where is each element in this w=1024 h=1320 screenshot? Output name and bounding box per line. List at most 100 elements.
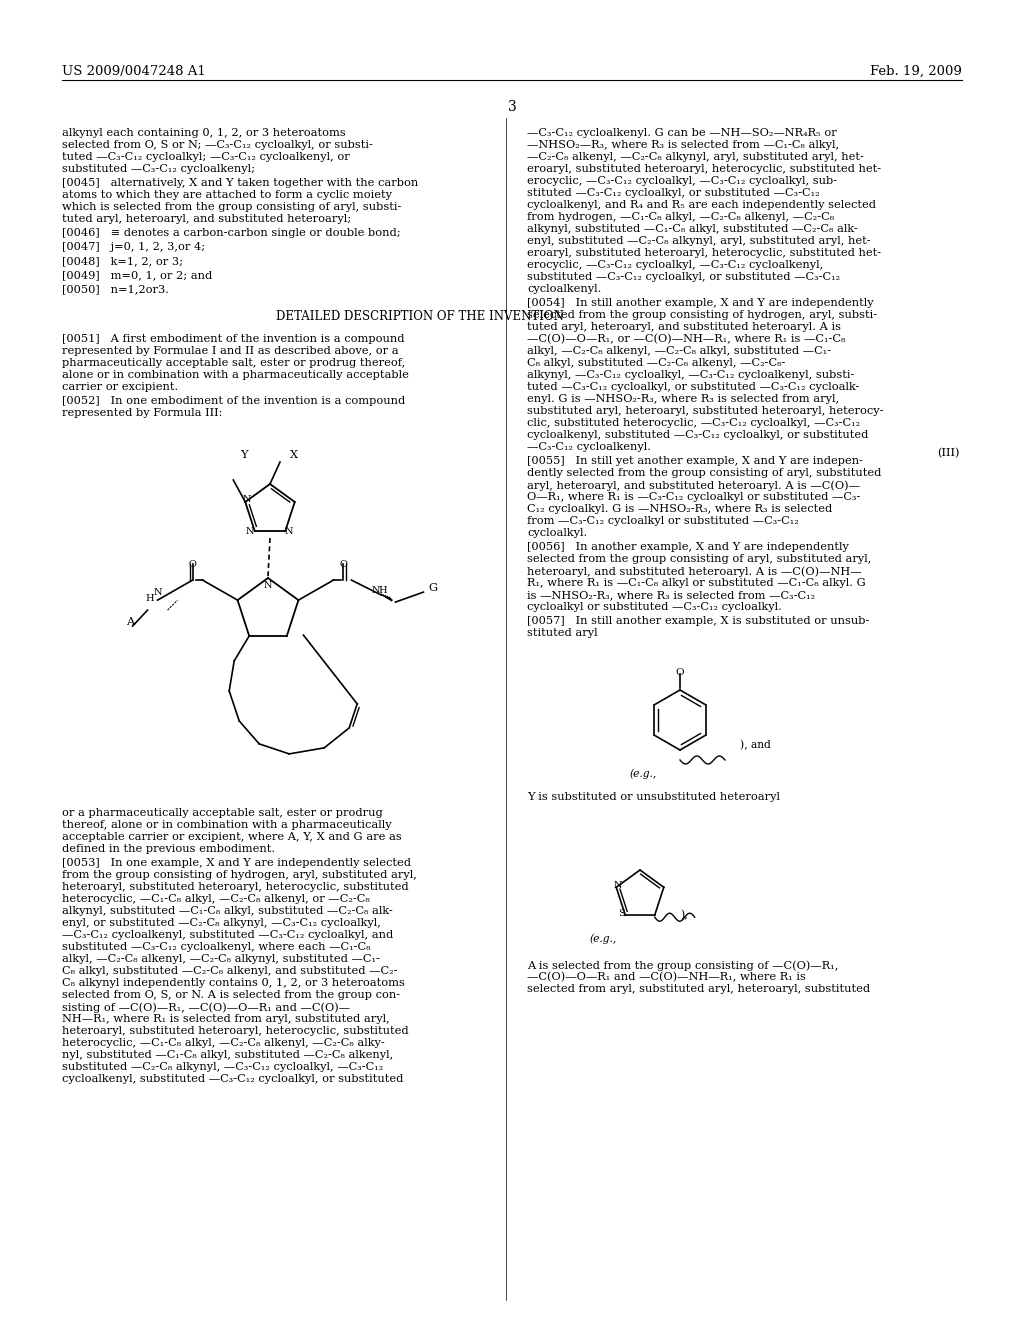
Text: cycloalkyl or substituted —C₃-C₁₂ cycloalkyl.: cycloalkyl or substituted —C₃-C₁₂ cycloa… xyxy=(527,602,782,612)
Text: H: H xyxy=(379,586,387,594)
Text: O: O xyxy=(676,668,684,677)
Text: enyl, or substituted —C₂-C₈ alkynyl, —C₃-C₁₂ cycloalkyl,: enyl, or substituted —C₂-C₈ alkynyl, —C₃… xyxy=(62,917,381,928)
Text: alkyl, —C₂-C₈ alkenyl, —C₂-C₈ alkynyl, substituted —C₁-: alkyl, —C₂-C₈ alkenyl, —C₂-C₈ alkynyl, s… xyxy=(62,954,380,964)
Text: alkynyl each containing 0, 1, 2, or 3 heteroatoms: alkynyl each containing 0, 1, 2, or 3 he… xyxy=(62,128,346,139)
Text: cycloalkenyl, and R₄ and R₅ are each independently selected: cycloalkenyl, and R₄ and R₅ are each ind… xyxy=(527,201,876,210)
Text: atoms to which they are attached to form a cyclic moiety: atoms to which they are attached to form… xyxy=(62,190,392,201)
Text: [0053]   In one example, X and Y are independently selected: [0053] In one example, X and Y are indep… xyxy=(62,858,411,869)
Text: selected from the group consisting of aryl, substituted aryl,: selected from the group consisting of ar… xyxy=(527,554,871,564)
Text: alone or in combination with a pharmaceutically acceptable: alone or in combination with a pharmaceu… xyxy=(62,370,409,380)
Text: thereof, alone or in combination with a pharmaceutically: thereof, alone or in combination with a … xyxy=(62,820,391,830)
Text: —C(O)—O—R₁, or —C(O)—NH—R₁, where R₁ is —C₁-C₈: —C(O)—O—R₁, or —C(O)—NH—R₁, where R₁ is … xyxy=(527,334,846,345)
Text: [0056]   In another example, X and Y are independently: [0056] In another example, X and Y are i… xyxy=(527,543,849,552)
Text: C₁₂ cycloalkyl. G is —NHSO₂-R₃, where R₃ is selected: C₁₂ cycloalkyl. G is —NHSO₂-R₃, where R₃… xyxy=(527,504,833,513)
Text: C₈ alkynyl independently contains 0, 1, 2, or 3 heteroatoms: C₈ alkynyl independently contains 0, 1, … xyxy=(62,978,404,987)
Text: selected from O, S or N; —C₃-C₁₂ cycloalkyl, or substi-: selected from O, S or N; —C₃-C₁₂ cycloal… xyxy=(62,140,373,150)
Text: O: O xyxy=(188,560,197,569)
Text: US 2009/0047248 A1: US 2009/0047248 A1 xyxy=(62,65,206,78)
Text: 3: 3 xyxy=(508,100,516,114)
Text: heteroaryl, substituted heteroaryl, heterocyclic, substituted: heteroaryl, substituted heteroaryl, hete… xyxy=(62,1026,409,1036)
Text: N: N xyxy=(614,880,623,890)
Text: N: N xyxy=(264,581,272,590)
Text: —NHSO₂—R₃, where R₃ is selected from —C₁-C₈ alkyl,: —NHSO₂—R₃, where R₃ is selected from —C₁… xyxy=(527,140,839,150)
Text: N: N xyxy=(372,586,380,594)
Text: erocyclic, —C₃-C₁₂ cycloalkyl, —C₃-C₁₂ cycloalkyl, sub-: erocyclic, —C₃-C₁₂ cycloalkyl, —C₃-C₁₂ c… xyxy=(527,176,838,186)
Text: [0054]   In still another example, X and Y are independently: [0054] In still another example, X and Y… xyxy=(527,298,873,308)
Text: N: N xyxy=(246,527,254,536)
Text: selected from the group consisting of hydrogen, aryl, substi-: selected from the group consisting of hy… xyxy=(527,310,878,319)
Text: from the group consisting of hydrogen, aryl, substituted aryl,: from the group consisting of hydrogen, a… xyxy=(62,870,417,880)
Text: alkyl, —C₂-C₈ alkenyl, —C₂-C₈ alkyl, substituted —C₁-: alkyl, —C₂-C₈ alkenyl, —C₂-C₈ alkyl, sub… xyxy=(527,346,831,356)
Text: heterocyclic, —C₁-C₈ alkyl, —C₂-C₈ alkenyl, —C₂-C₈ alky-: heterocyclic, —C₁-C₈ alkyl, —C₂-C₈ alken… xyxy=(62,1038,385,1048)
Text: [0046]   ≡ denotes a carbon-carbon single or double bond;: [0046] ≡ denotes a carbon-carbon single … xyxy=(62,228,400,238)
Text: —C₃-C₁₂ cycloalkenyl. G can be —NH—SO₂—NR₄R₅ or: —C₃-C₁₂ cycloalkenyl. G can be —NH—SO₂—N… xyxy=(527,128,837,139)
Text: X: X xyxy=(290,450,298,459)
Text: which is selected from the group consisting of aryl, substi-: which is selected from the group consist… xyxy=(62,202,401,213)
Text: —C₃-C₁₂ cycloalkenyl, substituted —C₃-C₁₂ cycloalkyl, and: —C₃-C₁₂ cycloalkenyl, substituted —C₃-C₁… xyxy=(62,931,393,940)
Text: [0045]   alternatively, X and Y taken together with the carbon: [0045] alternatively, X and Y taken toge… xyxy=(62,178,418,187)
Text: represented by Formulae I and II as described above, or a: represented by Formulae I and II as desc… xyxy=(62,346,398,356)
Text: C₈ alkyl, substituted —C₂-C₈ alkenyl, and substituted —C₂-: C₈ alkyl, substituted —C₂-C₈ alkenyl, an… xyxy=(62,966,397,975)
Text: O: O xyxy=(340,560,347,569)
Text: erocyclic, —C₃-C₁₂ cycloalkyl, —C₃-C₁₂ cycloalkenyl,: erocyclic, —C₃-C₁₂ cycloalkyl, —C₃-C₁₂ c… xyxy=(527,260,823,271)
Text: stituted —C₃-C₁₂ cycloalkyl, or substituted —C₃-C₁₂: stituted —C₃-C₁₂ cycloalkyl, or substitu… xyxy=(527,187,819,198)
Text: heteroaryl, substituted heteroaryl, heterocyclic, substituted: heteroaryl, substituted heteroaryl, hete… xyxy=(62,882,409,892)
Text: DETAILED DESCRIPTION OF THE INVENTION: DETAILED DESCRIPTION OF THE INVENTION xyxy=(276,310,564,323)
Text: NH—R₁, where R₁ is selected from aryl, substituted aryl,: NH—R₁, where R₁ is selected from aryl, s… xyxy=(62,1014,390,1024)
Text: selected from aryl, substituted aryl, heteroaryl, substituted: selected from aryl, substituted aryl, he… xyxy=(527,983,870,994)
Text: represented by Formula III:: represented by Formula III: xyxy=(62,408,222,418)
Text: heteroaryl, and substituted heteroaryl. A is —C(O)—NH—: heteroaryl, and substituted heteroaryl. … xyxy=(527,566,861,577)
Text: Y: Y xyxy=(240,450,248,459)
Text: cycloalkenyl, substituted —C₃-C₁₂ cycloalkyl, or substituted: cycloalkenyl, substituted —C₃-C₁₂ cycloa… xyxy=(527,430,868,440)
Text: N: N xyxy=(243,495,252,504)
Text: [0050]   n=1,2or3.: [0050] n=1,2or3. xyxy=(62,284,169,294)
Text: —C(O)—O—R₁ and —C(O)—NH—R₁, where R₁ is: —C(O)—O—R₁ and —C(O)—NH—R₁, where R₁ is xyxy=(527,972,806,982)
Text: is —NHSO₂-R₃, where R₃ is selected from —C₃-C₁₂: is —NHSO₂-R₃, where R₃ is selected from … xyxy=(527,590,815,601)
Text: (III): (III) xyxy=(938,447,961,458)
Text: enyl, substituted —C₂-C₈ alkynyl, aryl, substituted aryl, het-: enyl, substituted —C₂-C₈ alkynyl, aryl, … xyxy=(527,236,870,246)
Text: substituted —C₂-C₈ alkynyl, —C₃-C₁₂ cycloalkyl, —C₃-C₁₂: substituted —C₂-C₈ alkynyl, —C₃-C₁₂ cycl… xyxy=(62,1063,383,1072)
Text: substituted —C₃-C₁₂ cycloalkenyl;: substituted —C₃-C₁₂ cycloalkenyl; xyxy=(62,164,255,174)
Text: eroaryl, substituted heteroaryl, heterocyclic, substituted het-: eroaryl, substituted heteroaryl, heteroc… xyxy=(527,164,881,174)
Text: acceptable carrier or excipient, where A, Y, X and G are as: acceptable carrier or excipient, where A… xyxy=(62,832,401,842)
Text: alkynyl, substituted —C₁-C₈ alkyl, substituted —C₂-C₈ alk-: alkynyl, substituted —C₁-C₈ alkyl, subst… xyxy=(62,906,393,916)
Text: A: A xyxy=(126,618,135,627)
Text: clic, substituted heterocyclic, —C₃-C₁₂ cycloalkyl, —C₃-C₁₂: clic, substituted heterocyclic, —C₃-C₁₂ … xyxy=(527,418,860,428)
Text: —C₂-C₈ alkenyl, —C₂-C₈ alkynyl, aryl, substituted aryl, het-: —C₂-C₈ alkenyl, —C₂-C₈ alkynyl, aryl, su… xyxy=(527,152,864,162)
Text: tuted aryl, heteroaryl, and substituted heteroaryl;: tuted aryl, heteroaryl, and substituted … xyxy=(62,214,351,224)
Text: aryl, heteroaryl, and substituted heteroaryl. A is —C(O)—: aryl, heteroaryl, and substituted hetero… xyxy=(527,480,860,491)
Text: N: N xyxy=(285,527,294,536)
Text: R₁, where R₁ is —C₁-C₈ alkyl or substituted —C₁-C₈ alkyl. G: R₁, where R₁ is —C₁-C₈ alkyl or substitu… xyxy=(527,578,865,587)
Text: G: G xyxy=(428,583,437,593)
Text: O—R₁, where R₁ is —C₃-C₁₂ cycloalkyl or substituted —C₃-: O—R₁, where R₁ is —C₃-C₁₂ cycloalkyl or … xyxy=(527,492,860,502)
Text: heterocyclic, —C₁-C₈ alkyl, —C₂-C₈ alkenyl, or —C₂-C₈: heterocyclic, —C₁-C₈ alkyl, —C₂-C₈ alken… xyxy=(62,894,370,904)
Text: defined in the previous embodiment.: defined in the previous embodiment. xyxy=(62,843,275,854)
Text: Feb. 19, 2009: Feb. 19, 2009 xyxy=(870,65,962,78)
Text: cycloalkyl.: cycloalkyl. xyxy=(527,528,587,539)
Text: S: S xyxy=(617,908,625,917)
Text: [0055]   In still yet another example, X and Y are indepen-: [0055] In still yet another example, X a… xyxy=(527,455,863,466)
Text: C₈ alkyl, substituted —C₂-C₈ alkenyl, —C₂-C₈-: C₈ alkyl, substituted —C₂-C₈ alkenyl, —C… xyxy=(527,358,785,368)
Text: or a pharmaceutically acceptable salt, ester or prodrug: or a pharmaceutically acceptable salt, e… xyxy=(62,808,383,818)
Text: Y is substituted or unsubstituted heteroaryl: Y is substituted or unsubstituted hetero… xyxy=(527,792,780,803)
Text: substituted —C₃-C₁₂ cycloalkenyl, where each —C₁-C₈: substituted —C₃-C₁₂ cycloalkenyl, where … xyxy=(62,942,371,952)
Text: H: H xyxy=(145,594,154,603)
Text: substituted aryl, heteroaryl, substituted heteroaryl, heterocy-: substituted aryl, heteroaryl, substitute… xyxy=(527,407,884,416)
Text: [0057]   In still another example, X is substituted or unsub-: [0057] In still another example, X is su… xyxy=(527,616,869,626)
Text: [0052]   In one embodiment of the invention is a compound: [0052] In one embodiment of the inventio… xyxy=(62,396,406,407)
Text: tuted aryl, heteroaryl, and substituted heteroaryl. A is: tuted aryl, heteroaryl, and substituted … xyxy=(527,322,841,333)
Text: alkynyl, —C₃-C₁₂ cycloalkyl, —C₃-C₁₂ cycloalkenyl, substi-: alkynyl, —C₃-C₁₂ cycloalkyl, —C₃-C₁₂ cyc… xyxy=(527,370,854,380)
Text: enyl. G is —NHSO₂-R₃, where R₃ is selected from aryl,: enyl. G is —NHSO₂-R₃, where R₃ is select… xyxy=(527,393,839,404)
Text: dently selected from the group consisting of aryl, substituted: dently selected from the group consistin… xyxy=(527,469,882,478)
Text: —C₃-C₁₂ cycloalkenyl.: —C₃-C₁₂ cycloalkenyl. xyxy=(527,442,651,451)
Text: [0048]   k=1, 2, or 3;: [0048] k=1, 2, or 3; xyxy=(62,256,183,267)
Text: [0047]   j=0, 1, 2, 3,or 4;: [0047] j=0, 1, 2, 3,or 4; xyxy=(62,242,205,252)
Text: selected from O, S, or N. A is selected from the group con-: selected from O, S, or N. A is selected … xyxy=(62,990,400,1001)
Text: cycloalkenyl, substituted —C₃-C₁₂ cycloalkyl, or substituted: cycloalkenyl, substituted —C₃-C₁₂ cycloa… xyxy=(62,1074,403,1084)
Text: ), and: ), and xyxy=(740,741,771,750)
Text: carrier or excipient.: carrier or excipient. xyxy=(62,381,178,392)
Text: substituted —C₃-C₁₂ cycloalkyl, or substituted —C₃-C₁₂: substituted —C₃-C₁₂ cycloalkyl, or subst… xyxy=(527,272,840,282)
Text: [0051]   A first embodiment of the invention is a compound: [0051] A first embodiment of the inventi… xyxy=(62,334,404,345)
Text: eroaryl, substituted heteroaryl, heterocyclic, substituted het-: eroaryl, substituted heteroaryl, heteroc… xyxy=(527,248,881,257)
Text: stituted aryl: stituted aryl xyxy=(527,628,598,638)
